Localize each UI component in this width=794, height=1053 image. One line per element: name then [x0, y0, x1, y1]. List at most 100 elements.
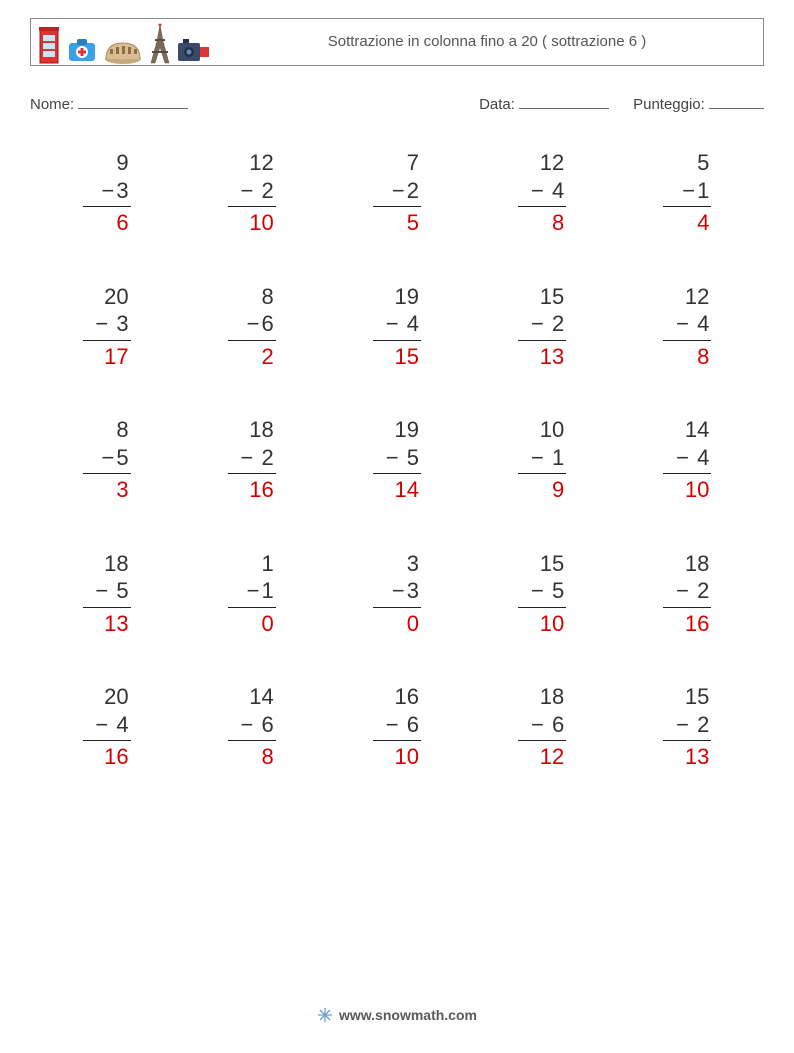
first-aid-icon	[67, 35, 97, 65]
subtrahend-row: −1	[663, 177, 711, 208]
subtrahend: 4	[407, 311, 419, 336]
minus-sign: −	[101, 178, 116, 203]
answer: 8	[228, 741, 276, 771]
answer: 15	[373, 341, 421, 371]
subtrahend-row: −2	[373, 177, 421, 208]
date-label: Data:	[479, 96, 515, 113]
subtraction-problem: 8−62	[179, 283, 324, 371]
subtrahend: 4	[697, 311, 709, 336]
minus-sign: −	[682, 178, 697, 203]
colosseum-icon	[103, 35, 143, 65]
minus-sign: −	[241, 178, 256, 203]
subtrahend-row: − 2	[518, 310, 566, 341]
answer: 16	[83, 741, 131, 771]
minus-sign: −	[241, 712, 256, 737]
subtraction-problem: 15− 510	[470, 550, 615, 638]
problem-stack: 3−30	[373, 550, 421, 638]
subtrahend: 4	[116, 712, 128, 737]
name-label: Nome:	[30, 96, 74, 113]
worksheet-page: Sottrazione in colonna fino a 20 ( sottr…	[0, 0, 794, 1053]
minuend: 8	[228, 283, 276, 311]
subtrahend-row: − 2	[663, 577, 711, 608]
answer: 12	[518, 741, 566, 771]
camera-icon	[177, 37, 211, 65]
problem-stack: 15− 213	[663, 683, 711, 771]
subtrahend-row: −1	[228, 577, 276, 608]
minus-sign: −	[386, 712, 401, 737]
minus-sign: −	[676, 712, 691, 737]
subtraction-problem: 15− 213	[615, 683, 760, 771]
minuend: 18	[228, 416, 276, 444]
subtraction-problem: 18− 513	[34, 550, 179, 638]
header-box: Sottrazione in colonna fino a 20 ( sottr…	[30, 18, 764, 66]
subtrahend: 6	[262, 712, 274, 737]
minus-sign: −	[392, 178, 407, 203]
subtraction-problem: 1−10	[179, 550, 324, 638]
minus-sign: −	[95, 311, 110, 336]
subtraction-problem: 14− 68	[179, 683, 324, 771]
answer: 9	[518, 474, 566, 504]
answer: 16	[228, 474, 276, 504]
answer: 13	[518, 341, 566, 371]
answer: 10	[373, 741, 421, 771]
minus-sign: −	[676, 578, 691, 603]
subtraction-problem: 12− 48	[615, 283, 760, 371]
name-field: Nome:	[30, 94, 479, 113]
subtrahend: 1	[552, 445, 564, 470]
problem-stack: 10− 19	[518, 416, 566, 504]
minus-sign: −	[247, 578, 262, 603]
date-blank[interactable]	[519, 94, 609, 109]
minuend: 3	[373, 550, 421, 578]
minus-sign: −	[531, 311, 546, 336]
minuend: 5	[663, 149, 711, 177]
answer: 0	[373, 608, 421, 638]
subtrahend: 4	[697, 445, 709, 470]
subtrahend: 3	[407, 578, 419, 603]
phone-booth-icon	[37, 25, 61, 65]
minuend: 10	[518, 416, 566, 444]
problem-stack: 12− 210	[228, 149, 276, 237]
subtraction-problem: 16− 610	[324, 683, 469, 771]
score-field: Punteggio:	[633, 94, 764, 113]
minus-sign: −	[241, 445, 256, 470]
problem-stack: 7−25	[373, 149, 421, 237]
problems-grid: 9−3612− 2107−2512− 485−1420− 3178−6219− …	[30, 149, 764, 771]
problem-stack: 12− 48	[518, 149, 566, 237]
minuend: 16	[373, 683, 421, 711]
name-blank[interactable]	[78, 94, 188, 109]
eiffel-tower-icon	[149, 23, 171, 65]
problem-stack: 14− 68	[228, 683, 276, 771]
subtrahend: 2	[262, 445, 274, 470]
subtrahend-row: − 5	[518, 577, 566, 608]
subtraction-problem: 20− 317	[34, 283, 179, 371]
subtrahend-row: − 6	[228, 711, 276, 742]
minuend: 19	[373, 416, 421, 444]
answer: 13	[83, 608, 131, 638]
subtrahend: 6	[552, 712, 564, 737]
problem-stack: 15− 213	[518, 283, 566, 371]
minuend: 7	[373, 149, 421, 177]
footer-text: www.snowmath.com	[339, 1007, 477, 1023]
minus-sign: −	[386, 445, 401, 470]
subtraction-problem: 8−53	[34, 416, 179, 504]
subtrahend: 6	[262, 311, 274, 336]
answer: 10	[663, 474, 711, 504]
subtrahend-row: − 4	[663, 310, 711, 341]
subtrahend-row: −6	[228, 310, 276, 341]
subtrahend-row: − 4	[373, 310, 421, 341]
problem-stack: 19− 514	[373, 416, 421, 504]
date-field: Data:	[479, 94, 609, 113]
problem-stack: 14− 410	[663, 416, 711, 504]
problem-stack: 16− 610	[373, 683, 421, 771]
subtrahend: 2	[697, 578, 709, 603]
worksheet-title: Sottrazione in colonna fino a 20 ( sottr…	[211, 28, 763, 56]
subtrahend-row: − 1	[518, 444, 566, 475]
subtraction-problem: 18− 612	[470, 683, 615, 771]
subtrahend: 5	[552, 578, 564, 603]
subtrahend: 1	[262, 578, 274, 603]
minus-sign: −	[386, 311, 401, 336]
answer: 4	[663, 207, 711, 237]
score-blank[interactable]	[709, 94, 764, 109]
problem-stack: 18− 2 16	[228, 416, 276, 504]
answer: 0	[228, 608, 276, 638]
